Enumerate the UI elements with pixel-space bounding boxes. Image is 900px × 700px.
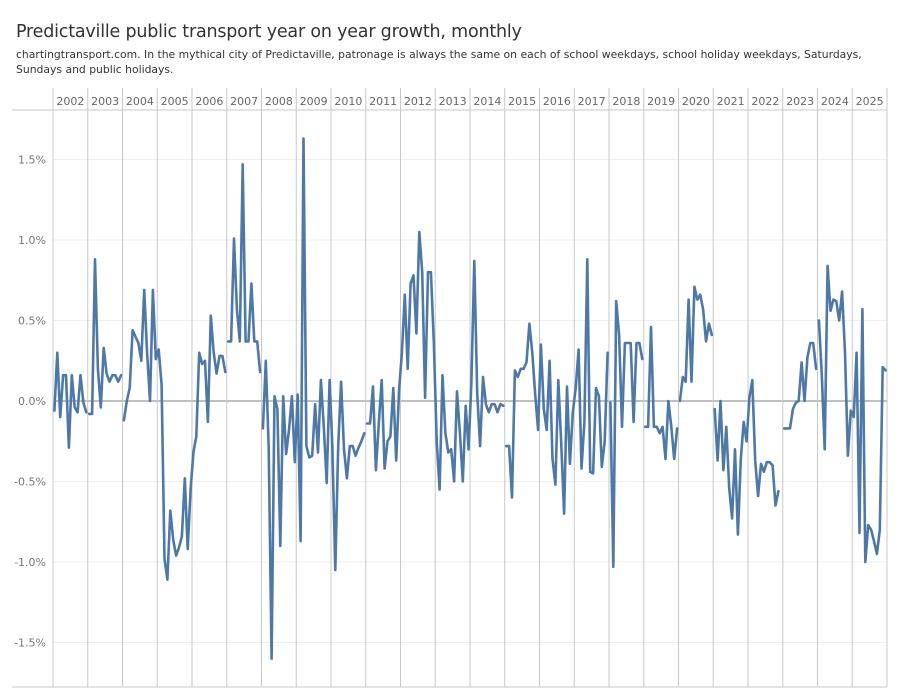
y-tick-label: 0.5% xyxy=(18,315,46,328)
year-label-2021: 2021 xyxy=(717,95,745,108)
year-label-2025: 2025 xyxy=(856,95,884,108)
year-label-2018: 2018 xyxy=(612,95,640,108)
year-label-2019: 2019 xyxy=(647,95,675,108)
year-label-2006: 2006 xyxy=(195,95,223,108)
series-line-segment xyxy=(713,378,780,536)
chart-title: Predictaville public transport year on y… xyxy=(16,22,522,42)
year-label-2008: 2008 xyxy=(265,95,293,108)
year-label-2024: 2024 xyxy=(821,95,849,108)
series-line-segment xyxy=(53,351,88,449)
year-label-2004: 2004 xyxy=(126,95,154,108)
year-label-2002: 2002 xyxy=(56,95,84,108)
y-tick-label: -0.5% xyxy=(14,476,46,489)
year-label-2023: 2023 xyxy=(786,95,814,108)
series-lines xyxy=(53,137,887,660)
series-line-segment xyxy=(817,264,887,564)
year-label-2003: 2003 xyxy=(91,95,119,108)
y-tick-label: 1.0% xyxy=(18,234,46,247)
year-label-2016: 2016 xyxy=(543,95,571,108)
year-label-2013: 2013 xyxy=(439,95,467,108)
year-label-2017: 2017 xyxy=(578,95,606,108)
y-axis: 1.5% 1.0% 0.5% 0.0% -0.5% -1.0% -1.5% xyxy=(14,154,46,650)
series-line-segment xyxy=(609,299,644,569)
series-line-segment xyxy=(504,258,609,515)
year-label-2011: 2011 xyxy=(369,95,397,108)
series-line-segment xyxy=(122,288,227,581)
y-tick-label: -1.5% xyxy=(14,637,46,650)
year-label-2014: 2014 xyxy=(473,95,501,108)
year-label-2022: 2022 xyxy=(751,95,779,108)
series-line-segment xyxy=(365,230,505,491)
y-tick-label: 1.5% xyxy=(18,154,46,167)
year-label-2005: 2005 xyxy=(161,95,189,108)
year-label-2009: 2009 xyxy=(300,95,328,108)
year-header: 2002 2003 2004 2005 2006 2007 2008 2009 2010 2011… xyxy=(56,95,883,108)
series-line-segment xyxy=(643,325,679,461)
chart-subtitle: chartingtransport.com. In the mythical c… xyxy=(16,48,862,76)
y-tick-label: -1.0% xyxy=(14,556,46,569)
series-line-segment xyxy=(261,137,366,660)
year-label-2015: 2015 xyxy=(508,95,536,108)
year-label-2020: 2020 xyxy=(682,95,710,108)
year-label-2007: 2007 xyxy=(230,95,258,108)
series-line-segment xyxy=(782,341,818,430)
year-label-2012: 2012 xyxy=(404,95,432,108)
y-tick-label: 0.0% xyxy=(18,395,46,408)
series-line-segment xyxy=(226,163,262,374)
year-label-2010: 2010 xyxy=(334,95,362,108)
series-line-segment xyxy=(87,258,123,416)
series-line-segment xyxy=(678,285,714,403)
year-dividers xyxy=(12,88,888,688)
